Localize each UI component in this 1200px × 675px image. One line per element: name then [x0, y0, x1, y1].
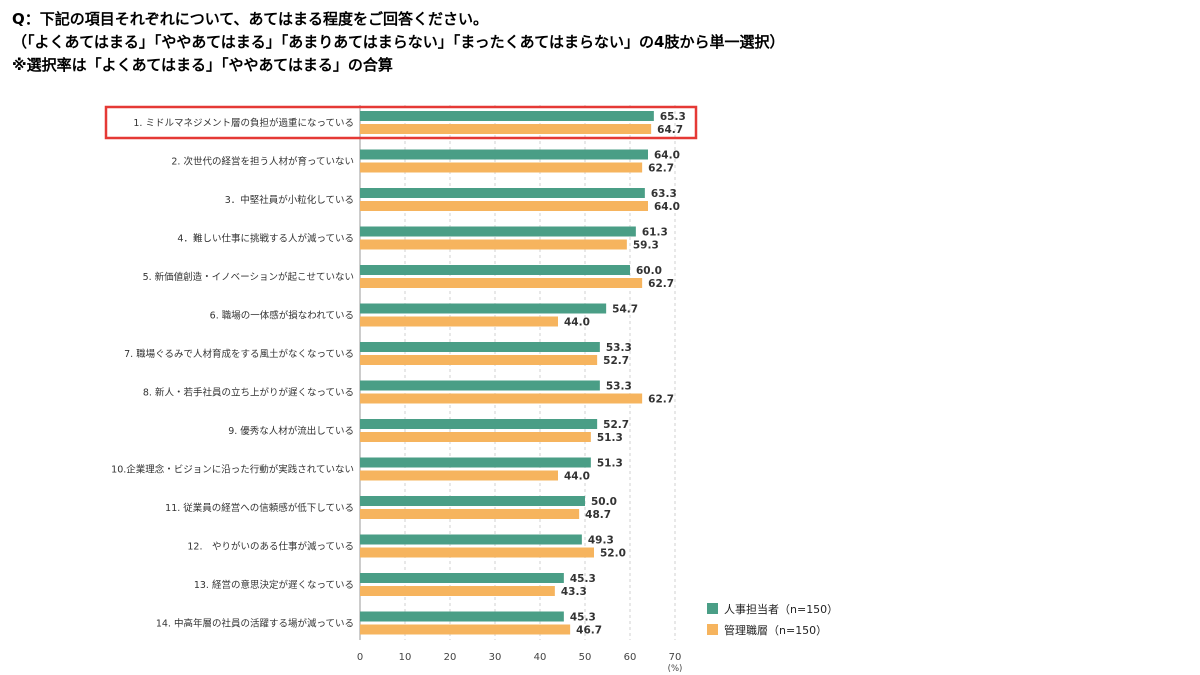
bar-value-label: 53.3	[606, 381, 632, 393]
x-tick-label: 40	[534, 652, 547, 663]
bar-hr	[360, 573, 564, 583]
category-label: 14. 中高年層の社員の活躍する場が減っている	[156, 618, 354, 630]
legend-label: 人事担当者（n=150）	[724, 602, 838, 616]
question-header: Q：下記の項目それぞれについて、あてはまる程度をご回答ください。 （「よくあては…	[12, 8, 1182, 77]
bar-manager	[360, 509, 580, 519]
bar-manager	[360, 547, 594, 558]
bar-hr	[360, 303, 607, 314]
bar-hr	[360, 457, 591, 468]
category-label: 10.企業理念・ビジョンに沿った行動が実践されていない	[111, 464, 354, 476]
category-label: 6. 職場の一体感が損なわれている	[210, 310, 354, 322]
bar-manager	[360, 586, 555, 596]
bar-hr	[360, 226, 636, 237]
category-label: 9. 優秀な人材が流出している	[228, 425, 354, 437]
bar-hr	[360, 419, 598, 429]
bar-manager	[360, 162, 643, 173]
question-text: Q：下記の項目それぞれについて、あてはまる程度をご回答ください。	[12, 10, 488, 28]
bar-value-label: 46.7	[576, 625, 602, 637]
bar-value-label: 51.3	[597, 432, 623, 444]
legend-label: 管理職層（n=150）	[724, 623, 827, 637]
x-tick-label: 30	[489, 652, 502, 663]
bar-manager	[360, 624, 571, 635]
bar-hr	[360, 496, 585, 506]
x-tick-label: 0	[357, 652, 363, 663]
legend-swatch	[707, 603, 718, 614]
legend-swatch	[707, 624, 718, 635]
x-tick-label: 20	[444, 652, 457, 663]
question-options-note: （「よくあてはまる」「ややあてはまる」「あまりあてはまらない」「まったくあてはま…	[12, 33, 785, 51]
bar-value-label: 45.3	[570, 612, 596, 624]
category-label: 5. 新価値創造・イノベーションが起こせていない	[143, 271, 354, 283]
bar-hr	[360, 188, 645, 198]
category-label: 13. 経営の意思決定が遅くなっている	[194, 579, 354, 591]
category-label: 7. 職場ぐるみで人材育成をする風土がなくなっている	[124, 348, 354, 360]
bar-manager	[360, 201, 648, 211]
bar-value-label: 51.3	[597, 458, 623, 470]
bar-manager	[360, 432, 591, 442]
bar-value-label: 61.3	[642, 227, 668, 239]
category-label: 11. 従業員の経営への信頼感が低下している	[165, 502, 354, 514]
bar-value-label: 60.0	[636, 265, 662, 277]
bar-value-label: 49.3	[588, 535, 614, 547]
bar-hr	[360, 380, 600, 391]
category-label: 2. 次世代の経営を担う人材が育っていない	[171, 156, 354, 168]
category-label: 12. やりがいのある仕事が減っている	[187, 541, 354, 553]
bar-hr	[360, 342, 600, 352]
bar-value-label: 62.7	[648, 278, 674, 290]
x-tick-label: 70	[669, 652, 682, 663]
bar-manager	[360, 239, 627, 250]
bar-value-label: 64.7	[657, 124, 683, 136]
bar-value-label: 44.0	[564, 471, 590, 483]
question-rate-note: ※選択率は「よくあてはまる」「ややあてはまる」の合算	[12, 56, 393, 74]
bar-hr	[360, 111, 654, 121]
bar-value-label: 64.0	[654, 201, 680, 213]
bar-value-label: 52.7	[603, 355, 629, 367]
category-label: 8. 新人・若手社員の立ち上がりが遅くなっている	[143, 387, 354, 399]
x-axis-unit: (%)	[668, 664, 683, 674]
bar-manager	[360, 316, 558, 327]
bar-manager	[360, 124, 652, 134]
bar-hr	[360, 611, 564, 622]
bar-manager	[360, 470, 558, 481]
category-label: 4．難しい仕事に挑戦する人が減っている	[177, 233, 354, 245]
bar-value-label: 64.0	[654, 150, 680, 162]
bar-manager	[360, 355, 598, 365]
bar-manager	[360, 278, 643, 288]
bar-value-label: 62.7	[648, 394, 674, 406]
bar-value-label: 59.3	[633, 240, 659, 252]
bar-value-label: 43.3	[561, 586, 587, 598]
bar-value-label: 53.3	[606, 342, 632, 354]
bar-value-label: 54.7	[612, 304, 638, 316]
bar-value-label: 48.7	[585, 509, 611, 521]
bar-value-label: 50.0	[591, 496, 617, 508]
bar-value-label: 45.3	[570, 573, 596, 585]
bar-hr	[360, 534, 582, 545]
bar-value-label: 63.3	[651, 188, 677, 200]
category-label: 1. ミドルマネジメント層の負担が過重になっている	[133, 117, 354, 129]
bar-value-label: 52.7	[603, 419, 629, 431]
x-tick-label: 60	[624, 652, 637, 663]
highlight-box	[104, 105, 698, 140]
bar-hr	[360, 265, 630, 275]
category-label: 3．中堅社員が小粒化している	[225, 194, 354, 206]
x-tick-label: 10	[399, 652, 412, 663]
bar-value-label: 52.0	[600, 548, 626, 560]
bar-hr	[360, 149, 648, 160]
x-tick-label: 50	[579, 652, 592, 663]
bar-value-label: 65.3	[660, 111, 686, 123]
bar-value-label: 62.7	[648, 163, 674, 175]
bar-value-label: 44.0	[564, 317, 590, 329]
bar-manager	[360, 393, 643, 404]
